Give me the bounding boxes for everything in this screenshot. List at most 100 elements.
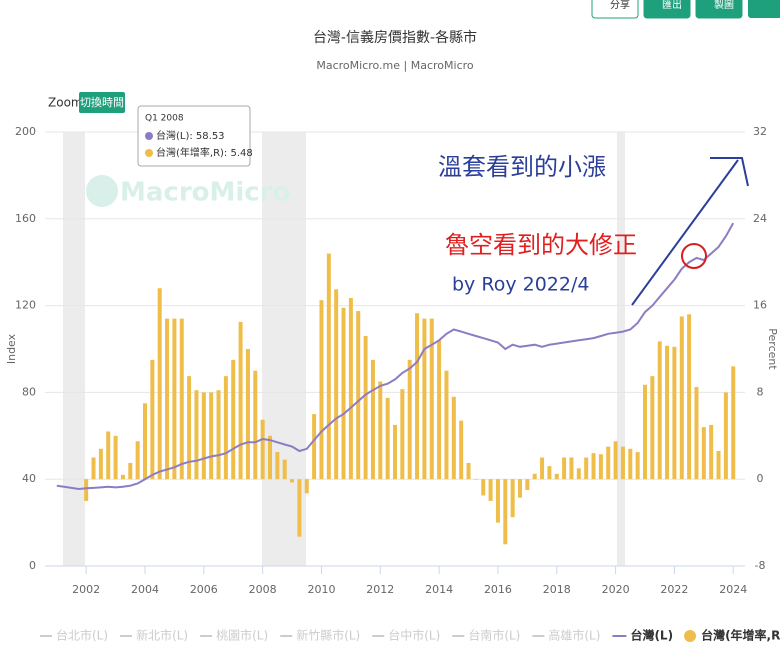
annotation: by Roy 2022/4 bbox=[452, 274, 589, 296]
x-tick-label: 2016 bbox=[484, 583, 512, 596]
zoom-button[interactable] bbox=[79, 92, 125, 113]
bar bbox=[731, 366, 736, 480]
bar bbox=[451, 396, 456, 480]
bar bbox=[135, 441, 140, 480]
bar bbox=[378, 381, 383, 480]
bar bbox=[554, 473, 559, 480]
x-tick-label: 2020 bbox=[602, 583, 630, 596]
legend-item[interactable]: 台南市(L) bbox=[468, 628, 520, 643]
bar bbox=[238, 321, 243, 480]
bar bbox=[231, 359, 236, 480]
button[interactable] bbox=[748, 0, 780, 18]
legend-item[interactable]: 台灣(年增率,R) bbox=[701, 628, 780, 643]
bar bbox=[422, 318, 427, 480]
bar bbox=[657, 341, 662, 480]
tooltip-box bbox=[137, 105, 251, 167]
legend-item[interactable]: 高雄市(L) bbox=[548, 628, 600, 643]
y-tick-label: 80 bbox=[22, 385, 36, 398]
y2-tick-label: 8 bbox=[757, 385, 764, 398]
bar bbox=[187, 376, 192, 480]
y2-tick-label: -8 bbox=[755, 559, 766, 572]
legend-item[interactable]: 台中市(L) bbox=[388, 628, 440, 643]
tooltip-item: 台灣(L): 58.53 bbox=[156, 129, 225, 142]
bar bbox=[260, 419, 265, 480]
bar bbox=[120, 474, 125, 480]
y-tick-label: 160 bbox=[15, 212, 36, 225]
bar bbox=[716, 450, 721, 480]
bar bbox=[444, 370, 449, 480]
bar bbox=[304, 479, 309, 494]
bar bbox=[620, 446, 625, 480]
bar bbox=[437, 340, 442, 480]
bar bbox=[165, 318, 170, 480]
bar bbox=[694, 386, 699, 480]
x-tick-label: 2014 bbox=[425, 583, 453, 596]
bar bbox=[643, 384, 647, 480]
bar bbox=[481, 479, 486, 496]
bar bbox=[407, 359, 412, 480]
y2-tick-label: 16 bbox=[753, 299, 767, 312]
legend-item[interactable]: 台灣(L) bbox=[630, 628, 673, 643]
x-tick-label: 2010 bbox=[307, 583, 335, 596]
bar bbox=[290, 479, 295, 483]
bar bbox=[525, 479, 530, 491]
bar bbox=[613, 441, 618, 480]
highlight-circle bbox=[681, 243, 707, 269]
bar bbox=[628, 448, 633, 480]
chart-subtitle: MacroMicro.me | MacroMicro bbox=[316, 59, 474, 72]
bar bbox=[393, 424, 397, 480]
zoom-button-label[interactable]: 切換時間 bbox=[80, 96, 124, 109]
bar bbox=[687, 314, 692, 480]
button[interactable] bbox=[695, 0, 743, 19]
shade bbox=[63, 132, 85, 566]
tooltip-title: Q1 2008 bbox=[145, 114, 184, 124]
legend-item[interactable]: 新北市(L) bbox=[136, 628, 188, 643]
bar bbox=[157, 288, 162, 480]
bar bbox=[510, 479, 515, 518]
watermark-logo bbox=[86, 175, 118, 207]
button[interactable] bbox=[643, 0, 691, 19]
y2-axis-title: Percent bbox=[766, 328, 779, 370]
bar bbox=[98, 448, 103, 480]
bar bbox=[334, 289, 339, 480]
bar bbox=[540, 457, 545, 480]
bar bbox=[400, 389, 405, 480]
bar bbox=[209, 392, 214, 480]
annotation: 溫套看到的小漲 bbox=[438, 153, 606, 181]
x-tick-label: 2022 bbox=[660, 583, 688, 596]
button[interactable] bbox=[591, 0, 639, 19]
bar bbox=[495, 479, 500, 523]
x-tick-label: 2012 bbox=[366, 583, 394, 596]
y-tick-label: 120 bbox=[15, 299, 36, 312]
bar bbox=[253, 370, 258, 480]
zoom-label: Zoom bbox=[48, 96, 83, 110]
bar bbox=[576, 468, 581, 480]
tooltip-item: 台灣(年增率,R): 5.48 bbox=[156, 146, 253, 159]
legend-item[interactable]: 桃園市(L) bbox=[216, 628, 268, 643]
legend-item[interactable]: 台北市(L) bbox=[56, 628, 108, 643]
bar bbox=[312, 414, 317, 480]
x-tick-label: 2008 bbox=[249, 583, 277, 596]
y-tick-label: 0 bbox=[29, 559, 36, 572]
bar bbox=[84, 479, 89, 501]
button-label[interactable]: 製圖 bbox=[714, 0, 734, 11]
button-label[interactable]: 匯出 bbox=[662, 0, 682, 11]
bar bbox=[562, 457, 567, 480]
y-axis-title: Index bbox=[5, 333, 18, 364]
bar bbox=[194, 390, 199, 480]
bar bbox=[150, 359, 155, 480]
bar bbox=[518, 479, 522, 498]
legend-item[interactable]: 新竹縣市(L) bbox=[296, 628, 360, 643]
bar bbox=[598, 454, 603, 480]
bar bbox=[223, 376, 228, 480]
bar bbox=[723, 392, 728, 480]
x-tick-label: 2018 bbox=[543, 583, 571, 596]
bar bbox=[275, 452, 280, 480]
bar bbox=[591, 453, 596, 480]
bar bbox=[635, 452, 640, 480]
button-label[interactable]: 分享 bbox=[610, 0, 630, 11]
bar bbox=[488, 479, 493, 501]
bar bbox=[503, 479, 508, 545]
y-tick-label: 40 bbox=[22, 472, 36, 485]
